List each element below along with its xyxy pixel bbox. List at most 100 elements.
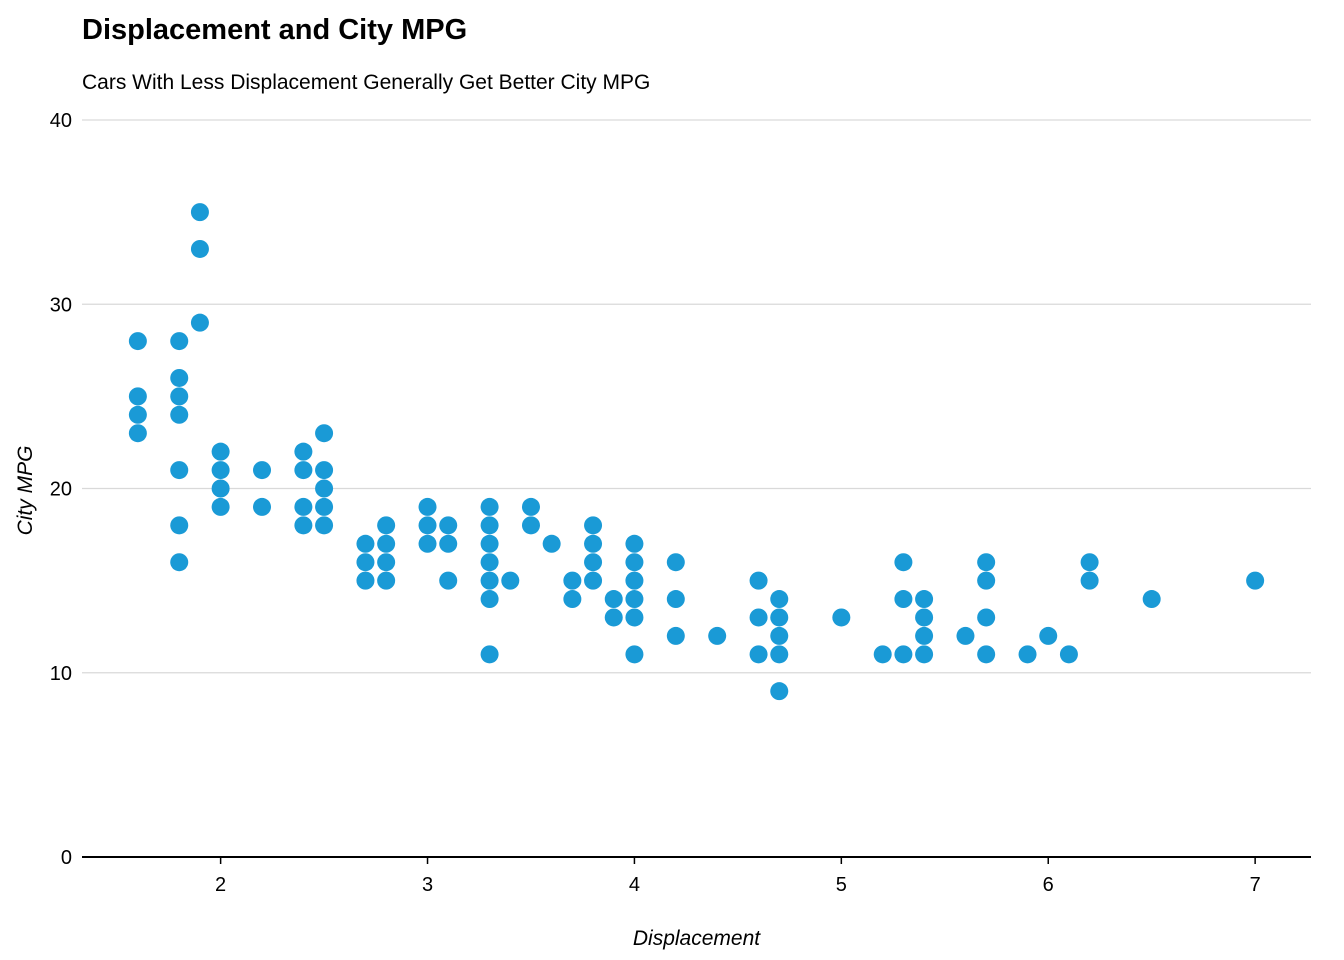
data-point bbox=[294, 516, 313, 535]
data-point bbox=[584, 516, 603, 535]
data-point bbox=[315, 479, 334, 498]
data-point bbox=[480, 571, 499, 590]
data-point bbox=[211, 461, 230, 480]
data-point bbox=[666, 553, 685, 572]
data-point bbox=[170, 368, 189, 387]
data-point bbox=[170, 332, 189, 351]
data-point bbox=[170, 553, 189, 572]
data-point bbox=[294, 461, 313, 480]
data-point bbox=[873, 645, 892, 664]
data-point bbox=[377, 571, 396, 590]
data-point bbox=[170, 387, 189, 406]
data-point bbox=[480, 534, 499, 553]
data-point bbox=[356, 571, 375, 590]
data-point bbox=[521, 497, 540, 516]
data-point bbox=[253, 461, 272, 480]
data-point bbox=[1246, 571, 1265, 590]
data-point bbox=[749, 608, 768, 627]
data-point bbox=[211, 479, 230, 498]
x-tick-label: 5 bbox=[836, 874, 847, 896]
data-point bbox=[418, 497, 437, 516]
data-point bbox=[170, 516, 189, 535]
data-point bbox=[915, 626, 934, 645]
data-point bbox=[294, 497, 313, 516]
data-point bbox=[211, 497, 230, 516]
data-point bbox=[625, 608, 644, 627]
data-point bbox=[894, 645, 913, 664]
data-point bbox=[770, 645, 789, 664]
data-point bbox=[439, 516, 458, 535]
data-point bbox=[315, 497, 334, 516]
data-point bbox=[915, 645, 934, 664]
x-axis-ticks: 2 3 4 5 6 7 bbox=[215, 857, 1261, 896]
x-tick-label: 2 bbox=[215, 874, 226, 896]
data-point bbox=[418, 516, 437, 535]
data-point bbox=[377, 553, 396, 572]
data-points bbox=[128, 203, 1265, 701]
data-point bbox=[625, 590, 644, 609]
data-point bbox=[749, 645, 768, 664]
data-point bbox=[439, 571, 458, 590]
data-point bbox=[190, 239, 209, 258]
data-point bbox=[915, 608, 934, 627]
data-point bbox=[770, 626, 789, 645]
data-point bbox=[521, 516, 540, 535]
data-point bbox=[915, 590, 934, 609]
data-point bbox=[1018, 645, 1037, 664]
chart-subtitle: Cars With Less Displacement Generally Ge… bbox=[82, 71, 651, 94]
y-axis-ticks: 0 10 20 30 40 bbox=[50, 110, 72, 869]
data-point bbox=[977, 553, 996, 572]
data-point bbox=[1080, 553, 1099, 572]
x-tick-label: 6 bbox=[1043, 874, 1054, 896]
data-point bbox=[625, 571, 644, 590]
data-point bbox=[439, 534, 458, 553]
data-point bbox=[356, 553, 375, 572]
data-point bbox=[356, 534, 375, 553]
data-point bbox=[1142, 590, 1161, 609]
x-axis-label: Displacement bbox=[633, 927, 761, 950]
data-point bbox=[832, 608, 851, 627]
data-point bbox=[666, 590, 685, 609]
data-point bbox=[584, 534, 603, 553]
x-tick-label: 7 bbox=[1250, 874, 1261, 896]
y-tick-label: 30 bbox=[50, 294, 72, 316]
data-point bbox=[770, 608, 789, 627]
data-point bbox=[1039, 626, 1058, 645]
data-point bbox=[1080, 571, 1099, 590]
data-point bbox=[956, 626, 975, 645]
data-point bbox=[315, 461, 334, 480]
data-point bbox=[480, 516, 499, 535]
data-point bbox=[563, 590, 582, 609]
data-point bbox=[253, 497, 272, 516]
data-point bbox=[625, 534, 644, 553]
data-point bbox=[604, 590, 623, 609]
gridlines bbox=[82, 119, 1311, 674]
data-point bbox=[894, 553, 913, 572]
data-point bbox=[480, 645, 499, 664]
y-tick-label: 40 bbox=[50, 110, 72, 132]
chart-title: Displacement and City MPG bbox=[82, 14, 468, 46]
x-tick-label: 3 bbox=[422, 874, 433, 896]
data-point bbox=[480, 553, 499, 572]
data-point bbox=[604, 608, 623, 627]
data-point bbox=[128, 387, 147, 406]
data-point bbox=[170, 461, 189, 480]
data-point bbox=[770, 682, 789, 701]
data-point bbox=[666, 626, 685, 645]
data-point bbox=[480, 590, 499, 609]
data-point bbox=[770, 590, 789, 609]
data-point bbox=[1059, 645, 1078, 664]
y-tick-label: 0 bbox=[61, 847, 72, 869]
data-point bbox=[977, 608, 996, 627]
data-point bbox=[480, 497, 499, 516]
data-point bbox=[584, 571, 603, 590]
data-point bbox=[211, 442, 230, 461]
data-point bbox=[315, 424, 334, 443]
data-point bbox=[708, 626, 727, 645]
data-point bbox=[501, 571, 520, 590]
x-tick-label: 4 bbox=[629, 874, 640, 896]
data-point bbox=[128, 424, 147, 443]
data-point bbox=[977, 645, 996, 664]
data-point bbox=[977, 571, 996, 590]
